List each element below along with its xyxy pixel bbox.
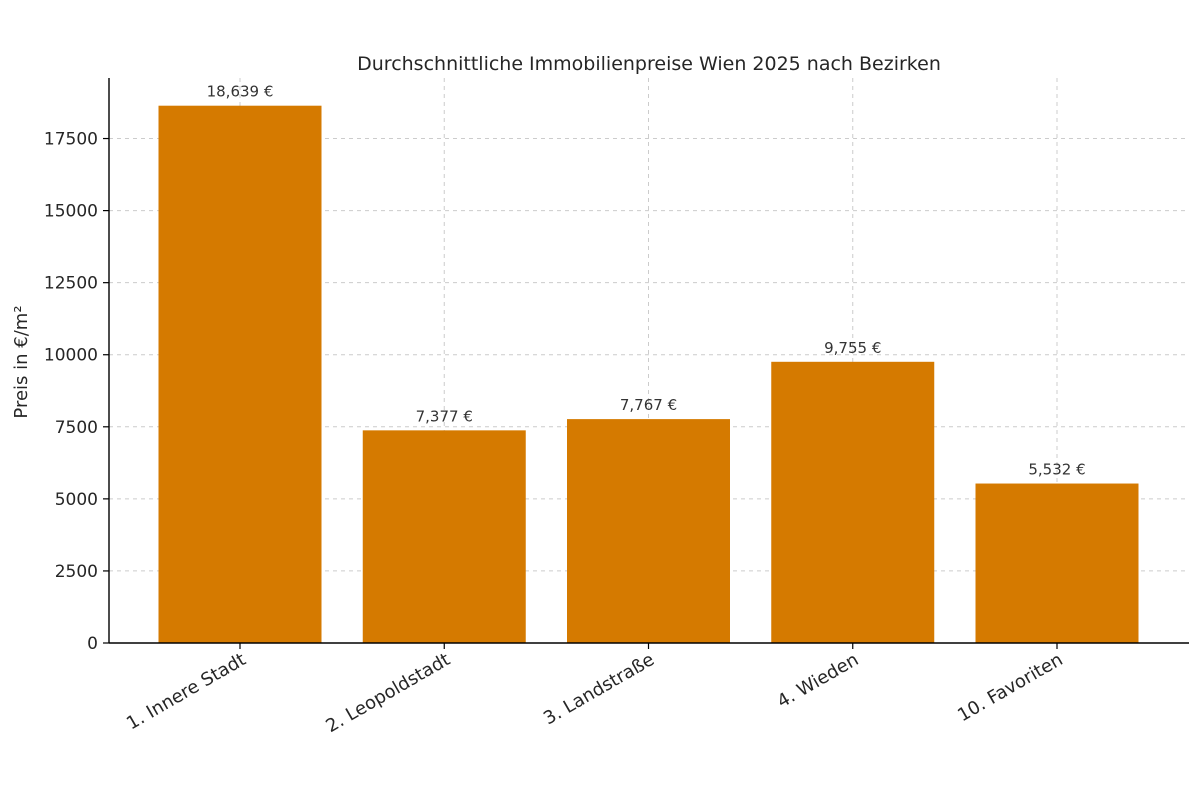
y-axis-title: Preis in €/m² <box>11 305 32 418</box>
x-tick-label: 2. Leopoldstadt <box>322 649 453 737</box>
bar-value-label: 5,532 € <box>1028 461 1085 479</box>
bar-value-label: 9,755 € <box>824 339 881 357</box>
y-tick-label: 7500 <box>55 418 98 438</box>
bar-layer <box>158 105 1139 644</box>
y-tick-label: 2500 <box>55 562 98 582</box>
bar <box>771 361 935 643</box>
bar-value-label: 18,639 € <box>207 83 274 101</box>
y-tick-label: 15000 <box>44 202 98 222</box>
x-tick-label: 3. Landstraße <box>540 649 658 729</box>
bar <box>362 430 526 643</box>
y-tick-label: 0 <box>87 634 98 654</box>
chart-title: Durchschnittliche Immobilienpreise Wien … <box>357 53 941 75</box>
x-tick-label: 4. Wieden <box>774 649 863 712</box>
bar <box>158 105 322 644</box>
y-tick-label: 10000 <box>44 346 98 366</box>
y-tick-label: 5000 <box>55 490 98 510</box>
bar <box>567 419 730 643</box>
bar <box>975 483 1139 643</box>
bar-value-label: 7,377 € <box>416 407 473 425</box>
y-tick-label: 12500 <box>44 274 98 294</box>
y-tick-label: 17500 <box>44 130 98 150</box>
axis-layer <box>103 78 1189 649</box>
bar-value-label: 7,767 € <box>620 396 677 414</box>
x-tick-label: 1. Innere Stadt <box>123 649 249 734</box>
x-tick-label: 10. Favoriten <box>954 649 1066 726</box>
